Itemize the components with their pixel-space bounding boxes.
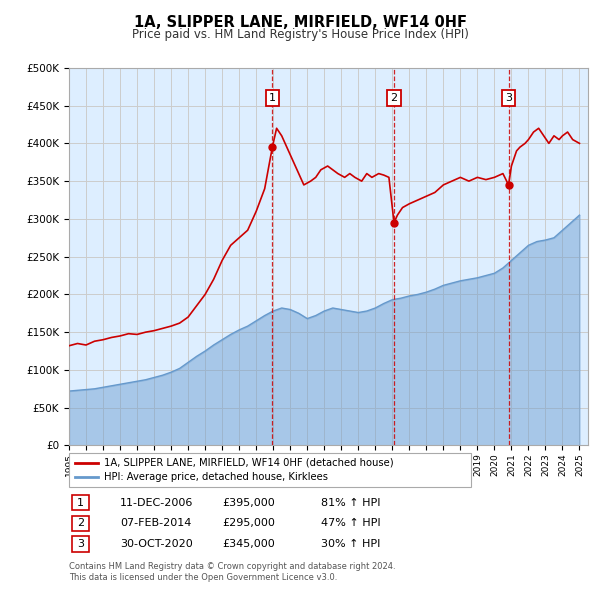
Text: 3: 3 — [77, 539, 84, 549]
Text: 2: 2 — [77, 519, 84, 528]
Text: 30-OCT-2020: 30-OCT-2020 — [120, 539, 193, 549]
Text: 2: 2 — [391, 93, 398, 103]
Text: HPI: Average price, detached house, Kirklees: HPI: Average price, detached house, Kirk… — [104, 473, 328, 483]
Text: 1A, SLIPPER LANE, MIRFIELD, WF14 0HF (detached house): 1A, SLIPPER LANE, MIRFIELD, WF14 0HF (de… — [104, 457, 394, 467]
Text: 11-DEC-2006: 11-DEC-2006 — [120, 498, 193, 507]
Text: £295,000: £295,000 — [222, 519, 275, 528]
Text: Price paid vs. HM Land Registry's House Price Index (HPI): Price paid vs. HM Land Registry's House … — [131, 28, 469, 41]
Text: £395,000: £395,000 — [222, 498, 275, 507]
Text: 1A, SLIPPER LANE, MIRFIELD, WF14 0HF: 1A, SLIPPER LANE, MIRFIELD, WF14 0HF — [133, 15, 467, 30]
Text: 3: 3 — [505, 93, 512, 103]
Text: 07-FEB-2014: 07-FEB-2014 — [120, 519, 191, 528]
Text: Contains HM Land Registry data © Crown copyright and database right 2024.
This d: Contains HM Land Registry data © Crown c… — [69, 562, 395, 582]
Text: 30% ↑ HPI: 30% ↑ HPI — [321, 539, 380, 549]
Text: 81% ↑ HPI: 81% ↑ HPI — [321, 498, 380, 507]
Text: 1: 1 — [269, 93, 276, 103]
Text: £345,000: £345,000 — [222, 539, 275, 549]
Text: 1: 1 — [77, 498, 84, 507]
Text: 47% ↑ HPI: 47% ↑ HPI — [321, 519, 380, 528]
